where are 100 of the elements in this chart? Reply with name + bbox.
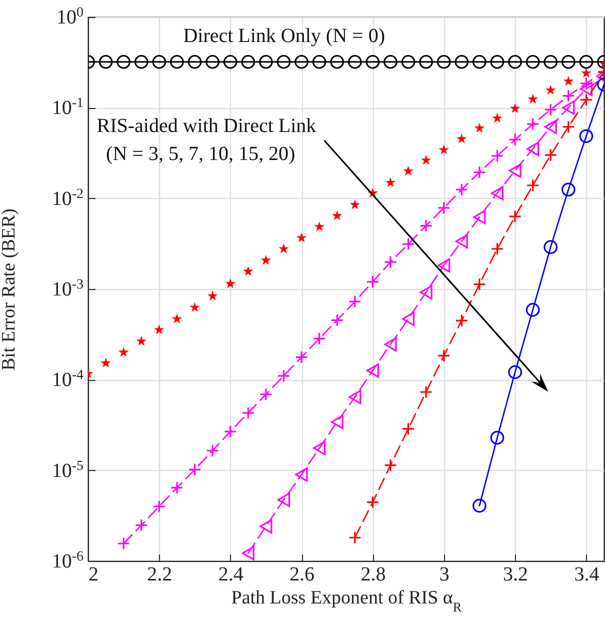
point xyxy=(225,278,236,288)
point xyxy=(136,336,147,346)
point xyxy=(134,518,148,532)
y-axis-title: Bit Error Rate (BER) xyxy=(0,208,20,370)
point xyxy=(170,54,184,69)
point xyxy=(580,82,592,96)
point xyxy=(366,54,380,69)
point xyxy=(545,84,556,95)
point xyxy=(152,54,166,69)
point xyxy=(472,166,486,179)
point xyxy=(330,54,344,69)
point xyxy=(562,100,575,115)
x-tick-label: 2.6 xyxy=(290,564,315,586)
y-tick-label: 10$^{-3}$ xyxy=(52,277,84,300)
point xyxy=(420,285,432,300)
point xyxy=(330,314,344,327)
point xyxy=(134,54,148,69)
point xyxy=(259,388,272,401)
point xyxy=(472,54,486,69)
point xyxy=(294,54,308,69)
point xyxy=(260,254,272,265)
point xyxy=(224,425,237,438)
point xyxy=(223,54,238,69)
point xyxy=(207,290,218,300)
point xyxy=(510,103,520,114)
point xyxy=(277,369,290,382)
point xyxy=(314,221,325,232)
point xyxy=(438,258,450,273)
point xyxy=(313,440,326,456)
point xyxy=(402,238,415,251)
point xyxy=(402,312,415,326)
annotation: (N = 3, 5, 7, 10, 15, 20) xyxy=(106,143,296,166)
point xyxy=(472,498,486,513)
point xyxy=(366,363,379,378)
point xyxy=(259,54,273,69)
point xyxy=(332,210,342,220)
x-tick-label: 3 xyxy=(439,564,450,586)
annotation: RIS-aided with Direct Link xyxy=(96,114,316,137)
point xyxy=(206,444,220,458)
point xyxy=(526,178,540,192)
point xyxy=(276,54,291,69)
x-tick-label: 2.8 xyxy=(360,564,386,586)
point xyxy=(100,358,111,368)
point xyxy=(580,93,593,106)
y-tick-label: 10$^{-1}$ xyxy=(52,96,84,120)
point xyxy=(384,54,398,69)
point xyxy=(98,54,113,69)
point xyxy=(456,133,467,144)
point xyxy=(437,349,450,362)
point xyxy=(170,481,184,494)
point xyxy=(366,275,380,288)
point xyxy=(563,76,574,86)
point xyxy=(403,166,414,176)
point xyxy=(561,182,576,196)
point xyxy=(350,199,360,210)
point xyxy=(526,142,540,156)
point xyxy=(154,324,164,334)
point xyxy=(295,350,308,364)
point xyxy=(492,112,502,123)
point xyxy=(438,144,450,154)
point xyxy=(384,458,397,472)
point xyxy=(295,467,308,482)
point xyxy=(508,133,522,146)
point xyxy=(420,386,433,399)
point xyxy=(579,54,594,69)
point xyxy=(490,149,504,162)
point xyxy=(436,54,451,69)
point xyxy=(190,302,200,312)
y-tick-label: 10$^{-5}$ xyxy=(52,458,84,482)
point xyxy=(402,422,415,436)
point xyxy=(419,54,433,69)
point xyxy=(472,278,486,291)
point xyxy=(278,243,289,254)
x-tick-label: 2.2 xyxy=(147,564,172,586)
y-tick-label: 10$^{0}$ xyxy=(56,5,84,28)
x-tick-label: 3.4 xyxy=(574,564,600,586)
point xyxy=(579,129,594,144)
point xyxy=(526,118,540,131)
point xyxy=(561,54,576,69)
point xyxy=(348,390,362,404)
point xyxy=(526,54,540,69)
point xyxy=(152,500,166,513)
point xyxy=(277,492,290,507)
point xyxy=(188,463,202,476)
point xyxy=(490,430,504,445)
point xyxy=(312,54,326,69)
point xyxy=(206,54,220,69)
point xyxy=(260,519,272,534)
y-tick-label: 10$^{-4}$ xyxy=(52,368,84,392)
point xyxy=(242,266,254,276)
point xyxy=(118,346,129,357)
point xyxy=(490,242,504,256)
point xyxy=(437,201,450,214)
point xyxy=(420,154,432,165)
point xyxy=(473,210,486,224)
x-tick-label: 2.4 xyxy=(218,564,244,586)
point xyxy=(528,94,538,104)
point xyxy=(508,210,522,223)
point xyxy=(348,531,362,544)
point xyxy=(348,54,362,69)
